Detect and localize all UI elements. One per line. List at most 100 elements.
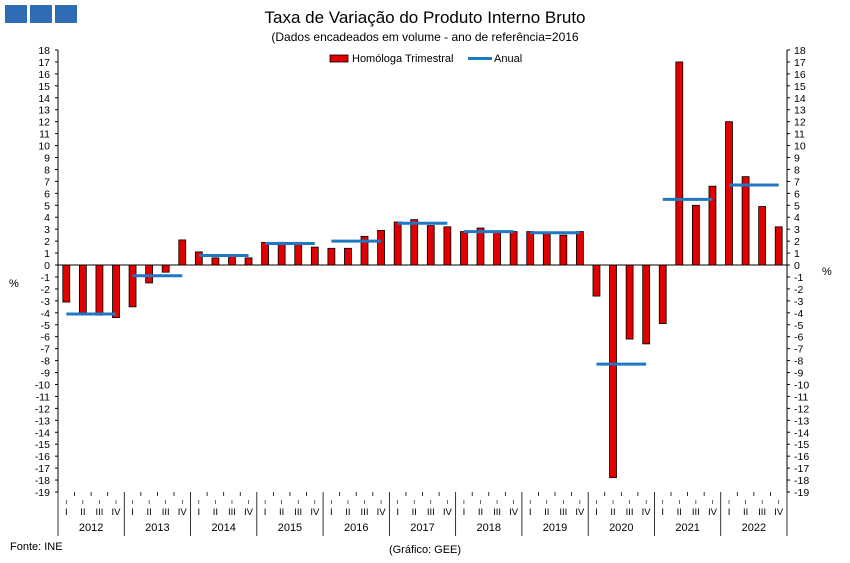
- quarter-label: II: [610, 507, 615, 518]
- quarter-label: III: [626, 507, 634, 518]
- year-label: 2012: [79, 522, 103, 534]
- legend-label-line: Anual: [494, 53, 522, 65]
- bar: [294, 241, 303, 266]
- y-tick-label-right: -17: [794, 463, 809, 475]
- y-tick-label-right: 13: [794, 105, 806, 117]
- source-note: Fonte: INE: [10, 541, 63, 553]
- bar: [758, 206, 767, 266]
- y-tick-label-left: 17: [38, 57, 50, 69]
- y-tick-label-right: 18: [794, 45, 806, 57]
- y-tick-label-left: 16: [38, 69, 50, 81]
- y-tick-label-left: 2: [44, 236, 50, 248]
- y-tick-label-right: -18: [794, 475, 809, 487]
- bar: [161, 264, 170, 273]
- chart-title: Taxa de Variação do Produto Interno Brut…: [264, 8, 586, 27]
- quarter-label: III: [758, 507, 766, 518]
- year-label: 2021: [675, 522, 699, 534]
- y-tick-label-right: 2: [794, 236, 800, 248]
- bar: [410, 219, 419, 266]
- bar: [277, 241, 286, 266]
- quarter-label: IV: [708, 507, 718, 518]
- year-label: 2015: [278, 522, 302, 534]
- quarter-label: I: [330, 507, 333, 518]
- bar: [675, 61, 684, 266]
- bar: [128, 264, 137, 308]
- y-tick-label-right: 10: [794, 141, 806, 153]
- y-tick-label-right: -6: [794, 332, 803, 344]
- logo-block: [55, 5, 77, 23]
- quarter-label: I: [595, 507, 598, 518]
- bar: [708, 185, 717, 266]
- quarter-label: III: [162, 507, 170, 518]
- year-label: 2016: [344, 522, 368, 534]
- y-tick-label-left: 18: [38, 45, 50, 57]
- quarter-label: IV: [774, 507, 784, 518]
- y-tick-label-right: -5: [794, 320, 803, 332]
- quarter-label: III: [361, 507, 369, 518]
- quarter-label: I: [463, 507, 466, 518]
- quarter-label: II: [345, 507, 350, 518]
- y-tick-label-right: -1: [794, 272, 803, 284]
- bar: [460, 231, 468, 266]
- y-tick-label-right: 9: [794, 153, 800, 165]
- quarter-label: II: [478, 507, 483, 518]
- bar: [62, 264, 71, 303]
- quarter-label: II: [80, 507, 85, 518]
- y-tick-label-right: -15: [794, 439, 809, 451]
- y-tick-label-right: 15: [794, 81, 806, 93]
- y-tick-label-left: -1: [41, 272, 50, 284]
- legend: Homóloga Trimestral Anual: [329, 53, 522, 65]
- quarter-label: I: [198, 507, 201, 518]
- quarter-label: II: [213, 507, 218, 518]
- y-tick-label-left: -15: [35, 439, 50, 451]
- y-tick-label-left: 10: [38, 141, 50, 153]
- quarter-label: IV: [178, 507, 188, 518]
- bar: [426, 225, 435, 266]
- y-tick-label-left: -5: [41, 320, 50, 332]
- quarter-label: IV: [509, 507, 519, 518]
- quarter-label: IV: [111, 507, 121, 518]
- quarter-label: III: [427, 507, 435, 518]
- quarter-label: III: [559, 507, 567, 518]
- y-tick-label-left: 4: [44, 212, 50, 224]
- y-tick-label-right: 6: [794, 188, 800, 200]
- y-tick-label-right: 12: [794, 117, 806, 129]
- quarter-label: IV: [244, 507, 254, 518]
- y-tick-label-right: 1: [794, 248, 800, 260]
- y-tick-label-left: 8: [44, 164, 50, 176]
- quarter-label: I: [728, 507, 731, 518]
- y-tick-label-left: -17: [35, 463, 50, 475]
- y-tick-label-left: 11: [39, 129, 50, 141]
- y-tick-label-right: 8: [794, 164, 800, 176]
- year-label: 2013: [145, 522, 169, 534]
- y-tick-label-left: -13: [35, 415, 50, 427]
- bar: [112, 264, 120, 318]
- y-tick-label-left: -16: [35, 451, 50, 463]
- y-tick-label-right: -13: [794, 415, 809, 427]
- bar: [344, 247, 352, 266]
- quarter-label: IV: [443, 507, 453, 518]
- bar: [476, 227, 485, 266]
- year-label: 2017: [410, 522, 434, 534]
- y-tick-label-right: -11: [794, 391, 809, 403]
- y-tick-label-left: 6: [44, 188, 50, 200]
- bar: [592, 264, 601, 297]
- quarter-label: II: [743, 507, 748, 518]
- year-label: 2014: [211, 522, 235, 534]
- graphic-credit: (Gráfico: GEE): [388, 544, 462, 556]
- bar: [509, 231, 518, 266]
- bar: [178, 239, 187, 266]
- y-tick-label-left: -8: [41, 356, 50, 368]
- year-label: 2022: [742, 522, 766, 534]
- quarter-label: IV: [575, 507, 585, 518]
- bar: [658, 264, 667, 324]
- y-tick-label-right: -12: [794, 403, 809, 415]
- quarter-label: II: [412, 507, 417, 518]
- y-tick-label-right: -2: [794, 284, 803, 296]
- y-tick-label-right: 16: [794, 69, 806, 81]
- y-tick-label-left: -4: [41, 308, 50, 320]
- y-tick-label-right: -8: [794, 356, 803, 368]
- year-label: 2019: [543, 522, 567, 534]
- y-tick-label-left: -6: [41, 332, 50, 344]
